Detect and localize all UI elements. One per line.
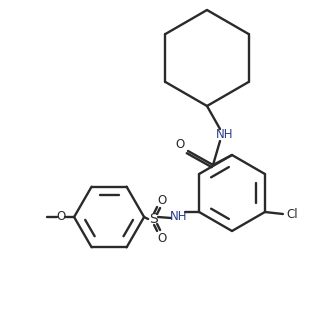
Text: O: O xyxy=(56,211,66,223)
Text: O: O xyxy=(157,232,167,244)
Text: O: O xyxy=(175,137,185,151)
Text: O: O xyxy=(157,194,167,207)
Text: S: S xyxy=(149,212,157,226)
Text: NH: NH xyxy=(170,211,188,223)
Text: NH: NH xyxy=(216,129,234,141)
Text: Cl: Cl xyxy=(286,208,298,220)
